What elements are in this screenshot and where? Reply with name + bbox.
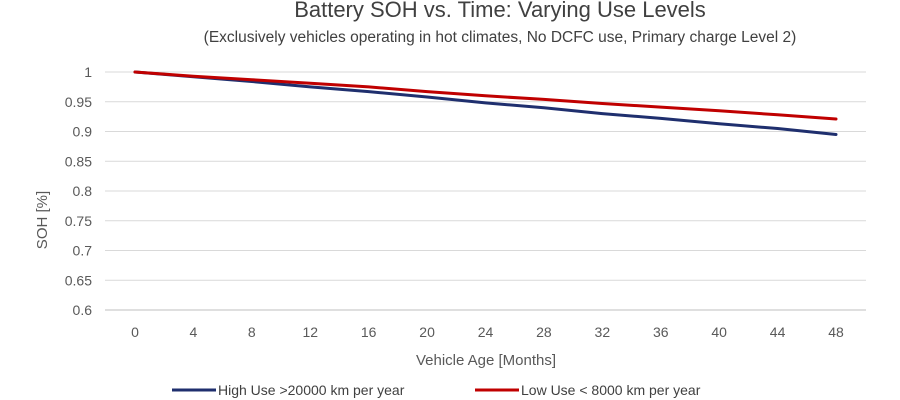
chart-title: Battery SOH vs. Time: Varying Use Levels — [294, 0, 706, 22]
series-lines — [133, 70, 838, 136]
y-tick-label: 0.9 — [73, 124, 93, 140]
x-tick-label: 36 — [653, 324, 669, 340]
x-tick-label: 20 — [419, 324, 435, 340]
x-tick-label: 12 — [302, 324, 318, 340]
x-tick-label: 24 — [478, 324, 494, 340]
y-tick-label: 0.6 — [73, 302, 93, 318]
x-tick-label: 0 — [131, 324, 139, 340]
y-tick-label: 0.7 — [73, 243, 93, 259]
x-tick-label: 40 — [711, 324, 727, 340]
x-tick-label: 32 — [595, 324, 611, 340]
legend-item-high-use: High Use >20000 km per year — [172, 382, 405, 398]
legend: High Use >20000 km per year Low Use < 800… — [172, 382, 701, 398]
series-line-high-use — [133, 70, 838, 136]
y-tick-label: 0.85 — [65, 153, 92, 169]
chart-subtitle: (Exclusively vehicles operating in hot c… — [204, 29, 797, 46]
x-tick-label: 48 — [828, 324, 844, 340]
y-tick-label: 0.65 — [65, 272, 92, 288]
y-tick-label: 1 — [84, 64, 92, 80]
x-tick-label: 8 — [248, 324, 256, 340]
legend-label: High Use >20000 km per year — [218, 382, 405, 398]
y-tick-label: 0.8 — [73, 183, 93, 199]
y-axis-ticks: 1 0.95 0.9 0.85 0.8 0.75 0.7 0.65 0.6 — [65, 64, 92, 318]
y-tick-label: 0.95 — [65, 94, 92, 110]
legend-label: Low Use < 8000 km per year — [521, 382, 701, 398]
x-tick-label: 4 — [190, 324, 198, 340]
x-tick-label: 44 — [770, 324, 786, 340]
x-tick-label: 16 — [361, 324, 377, 340]
y-tick-label: 0.75 — [65, 213, 92, 229]
legend-item-low-use: Low Use < 8000 km per year — [475, 382, 701, 398]
x-tick-label: 28 — [536, 324, 552, 340]
x-axis-ticks: 0 4 8 12 16 20 24 28 32 36 40 44 48 — [131, 324, 844, 340]
y-axis-label: SOH [%] — [34, 191, 51, 249]
x-axis-label: Vehicle Age [Months] — [416, 352, 556, 369]
series-line-low-use — [133, 70, 838, 121]
gridlines — [105, 71, 866, 311]
